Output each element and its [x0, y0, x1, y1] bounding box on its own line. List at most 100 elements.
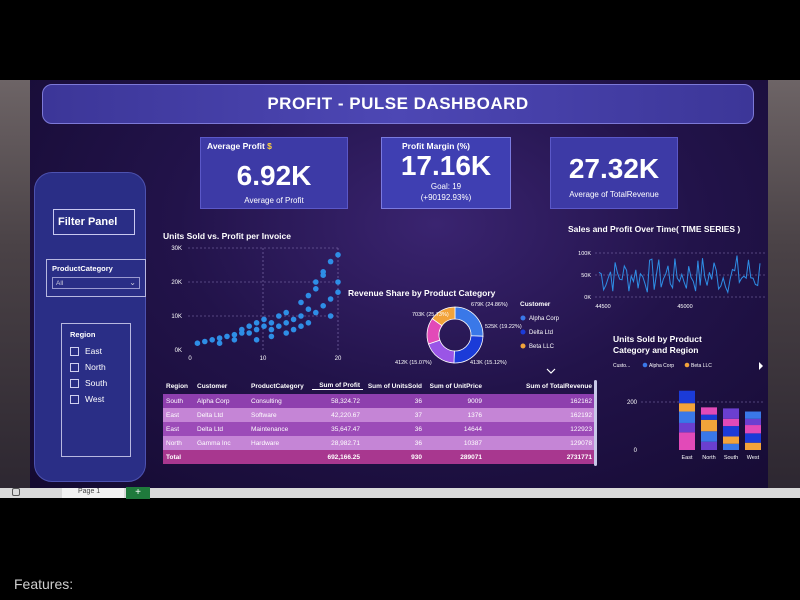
region-option-east[interactable]: East	[70, 346, 102, 356]
stacked-segment[interactable]	[723, 436, 739, 444]
scatter-point	[305, 306, 312, 312]
kpi-average-revenue[interactable]: 27.32K Average of TotalRevenue	[550, 137, 678, 209]
checkbox[interactable]	[70, 394, 79, 404]
stacked-segment[interactable]	[723, 418, 739, 427]
checkbox[interactable]	[70, 346, 79, 356]
donut-slice[interactable]	[427, 339, 455, 364]
column-header[interactable]: Sum of UnitsSold	[367, 382, 422, 390]
table-body: South Alpha Corp Consulting 58,324.72 36 9009…	[163, 394, 595, 450]
table-scrollbar[interactable]	[594, 380, 597, 466]
table-row[interactable]: North Gamma Inc Hardware 28,982.71 36 10387 12…	[163, 436, 595, 450]
sheet-tab[interactable]: Page 1	[62, 488, 124, 498]
checkbox[interactable]	[70, 362, 79, 372]
donut-slice[interactable]	[431, 306, 456, 327]
play-icon[interactable]	[759, 362, 763, 370]
table-header: Region Customer ProductCategory Sum of P…	[163, 378, 595, 394]
scatter-point	[253, 320, 260, 326]
stacked-segment[interactable]	[679, 422, 695, 433]
stacked-segment[interactable]	[745, 411, 761, 419]
column-header[interactable]: Sum of Profit	[312, 382, 363, 390]
column-header[interactable]: Region	[166, 382, 189, 390]
scatter-point	[276, 323, 282, 329]
x-tick: East	[681, 455, 692, 461]
legend-item[interactable]: Delta Ltd	[529, 330, 553, 336]
timeseries-chart[interactable]: 100K 50K 0K 44500 45000	[565, 246, 765, 316]
table-row[interactable]: East Delta Ltd Software 42,220.67 37 1376 1621…	[163, 408, 595, 422]
stacked-segment[interactable]	[701, 407, 717, 415]
stacked-segment[interactable]	[723, 443, 739, 450]
column-header[interactable]: Sum of TotalRevenue	[526, 382, 592, 390]
column-header[interactable]: ProductCategory	[251, 382, 304, 390]
stacked-segment[interactable]	[701, 441, 717, 450]
table-cell: 129078	[570, 439, 592, 447]
donut-label: 413K (15.12%)	[470, 360, 507, 366]
table-row[interactable]: East Delta Ltd Maintenance 35,647.47 36 14644…	[163, 422, 595, 436]
stacked-bar-chart[interactable]: Custo... Alpha Corp Beta LLC 200 0 East …	[605, 358, 765, 462]
chevron-down-icon[interactable]	[546, 368, 556, 374]
donut-slice[interactable]	[454, 306, 484, 337]
scatter-point	[313, 279, 319, 285]
legend-title: Customer	[520, 301, 551, 308]
table-cell: Consulting	[251, 397, 282, 405]
legend-item[interactable]: Alpha Corp	[649, 363, 674, 369]
data-table[interactable]: Region Customer ProductCategory Sum of P…	[163, 378, 595, 464]
table-cell: 36	[414, 425, 422, 433]
stacked-segment[interactable]	[679, 403, 695, 412]
table-cell: East	[166, 425, 180, 433]
scatter-point	[216, 340, 223, 346]
stacked-segment[interactable]	[679, 390, 695, 404]
scatter-point	[283, 309, 289, 316]
add-sheet-button[interactable]: +	[126, 487, 150, 499]
kpi-value: 6.92K	[236, 160, 312, 191]
stacked-segment[interactable]	[701, 414, 717, 420]
x-tick: 10	[260, 356, 267, 362]
filter-panel-title: Filter Panel	[53, 209, 135, 235]
donut-slice[interactable]	[453, 335, 484, 364]
stacked-segment[interactable]	[745, 433, 761, 443]
scatter-point	[335, 279, 341, 285]
scatter-point	[246, 330, 252, 336]
stacked-segment[interactable]	[723, 408, 739, 419]
x-tick: 45000	[677, 304, 692, 310]
donut-chart[interactable]: 703K (25.73%) 679K (24.86%) 525K (19.22%…	[340, 296, 590, 382]
kpi-profit-margin[interactable]: Profit Margin (%) 17.16K Goal: 19 (+9019…	[381, 137, 511, 209]
kpi-average-profit[interactable]: Average Profit $ 6.92K Average of Profit	[200, 137, 348, 209]
column-header[interactable]: Customer	[197, 382, 228, 390]
stacked-segment[interactable]	[701, 419, 717, 432]
donut-title: Revenue Share by Product Category	[348, 288, 496, 298]
stacked-segment[interactable]	[679, 432, 695, 450]
sheet-nav-icon[interactable]	[12, 488, 20, 496]
table-row[interactable]: South Alpha Corp Consulting 58,324.72 36 9009…	[163, 394, 595, 408]
scatter-point	[253, 326, 260, 333]
y-tick: 50K	[581, 273, 591, 279]
legend-item[interactable]: Beta LLC	[529, 344, 555, 350]
scatter-point	[327, 258, 334, 265]
product-category-slicer: ProductCategory All ⌄	[46, 259, 146, 297]
legend-dot	[642, 362, 648, 368]
table-cell: 35,647.47	[331, 425, 360, 433]
legend-dot	[520, 343, 526, 349]
table-cell: South	[166, 397, 183, 405]
stacked-segment[interactable]	[679, 411, 695, 423]
stacked-segment[interactable]	[745, 425, 761, 434]
stacked-segment[interactable]	[701, 431, 717, 442]
stacked-segment[interactable]	[745, 418, 761, 426]
region-option-west[interactable]: West	[70, 394, 104, 404]
table-cell: Gamma Inc	[197, 439, 231, 447]
stacked-segment[interactable]	[745, 442, 761, 450]
scatter-chart[interactable]: 30K 20K 10K 0K 0 10 20	[160, 242, 350, 366]
stacked-segment[interactable]	[723, 426, 739, 437]
scatter-point	[268, 320, 275, 326]
legend-item[interactable]: Alpha Corp	[529, 316, 560, 322]
table-cell: Software	[251, 411, 277, 419]
dashboard-screen: PROFIT - PULSE DASHBOARD Average Profit …	[30, 80, 768, 492]
legend-item[interactable]: Beta LLC	[691, 363, 712, 369]
scatter-point	[290, 316, 297, 323]
column-header[interactable]: Sum of UnitPrice	[429, 382, 482, 390]
region-option-north[interactable]: North	[70, 362, 106, 372]
table-cell: Delta Ltd	[197, 425, 224, 433]
region-option-south[interactable]: South	[70, 378, 107, 388]
stacked-bars	[679, 390, 761, 450]
checkbox[interactable]	[70, 378, 79, 388]
product-category-dropdown[interactable]: All ⌄	[52, 277, 140, 289]
